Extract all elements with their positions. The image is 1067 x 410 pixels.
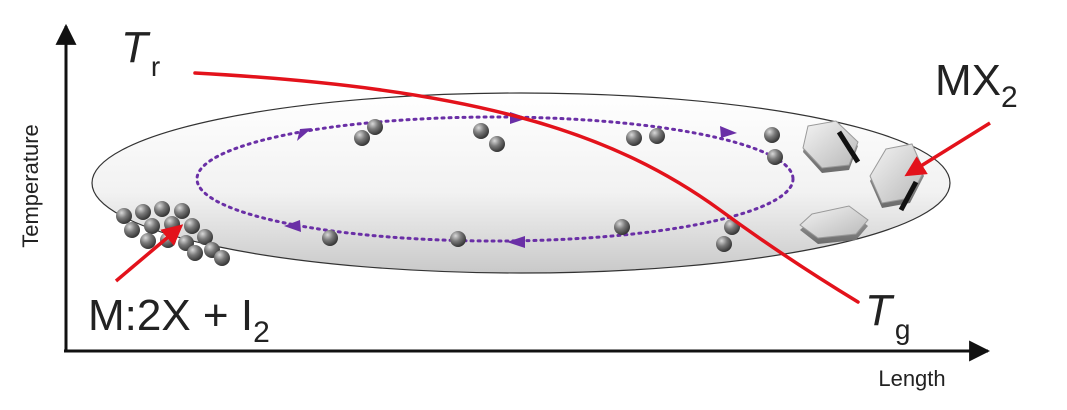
particle xyxy=(154,201,170,217)
particle xyxy=(144,218,160,234)
transport-loop xyxy=(195,115,795,243)
product-label: MX2 xyxy=(935,56,1018,114)
particle xyxy=(649,128,665,144)
particle xyxy=(322,230,338,246)
precursor-label: M:2X + I2 xyxy=(88,291,270,349)
particle xyxy=(716,236,732,252)
particle xyxy=(450,231,466,247)
particle xyxy=(367,119,383,135)
loop-arrow-bottom-mid xyxy=(507,236,525,248)
particle xyxy=(135,204,151,220)
product-crystals xyxy=(799,120,925,244)
precursor-pile xyxy=(116,201,230,266)
hexagonal-crystal-icon xyxy=(802,120,861,173)
particle xyxy=(187,245,203,261)
particle xyxy=(174,203,190,219)
loop-arrow-top-left xyxy=(297,128,312,141)
particle xyxy=(214,250,230,266)
particle xyxy=(767,149,783,165)
particle xyxy=(354,130,370,146)
particle xyxy=(764,127,780,143)
precursor-pointer-arrow xyxy=(114,224,184,283)
particle xyxy=(140,233,156,249)
loop-arrow-bottom-left xyxy=(284,220,301,232)
loop-arrow-top-right xyxy=(720,126,737,138)
product-pointer-arrow xyxy=(904,121,991,177)
temperature-curve xyxy=(193,71,860,304)
particle xyxy=(124,222,140,238)
particle xyxy=(116,208,132,224)
transport-particles xyxy=(322,119,783,252)
particle xyxy=(489,136,505,152)
particle xyxy=(473,123,489,139)
x-axis-label: Length xyxy=(878,366,945,391)
y-axis-label: Temperature xyxy=(18,124,43,248)
particle xyxy=(197,229,213,245)
loop-arrowheads xyxy=(284,112,737,248)
particle xyxy=(184,218,200,234)
particle xyxy=(626,130,642,146)
hexagonal-crystal-icon xyxy=(799,205,869,244)
particle xyxy=(614,219,630,235)
